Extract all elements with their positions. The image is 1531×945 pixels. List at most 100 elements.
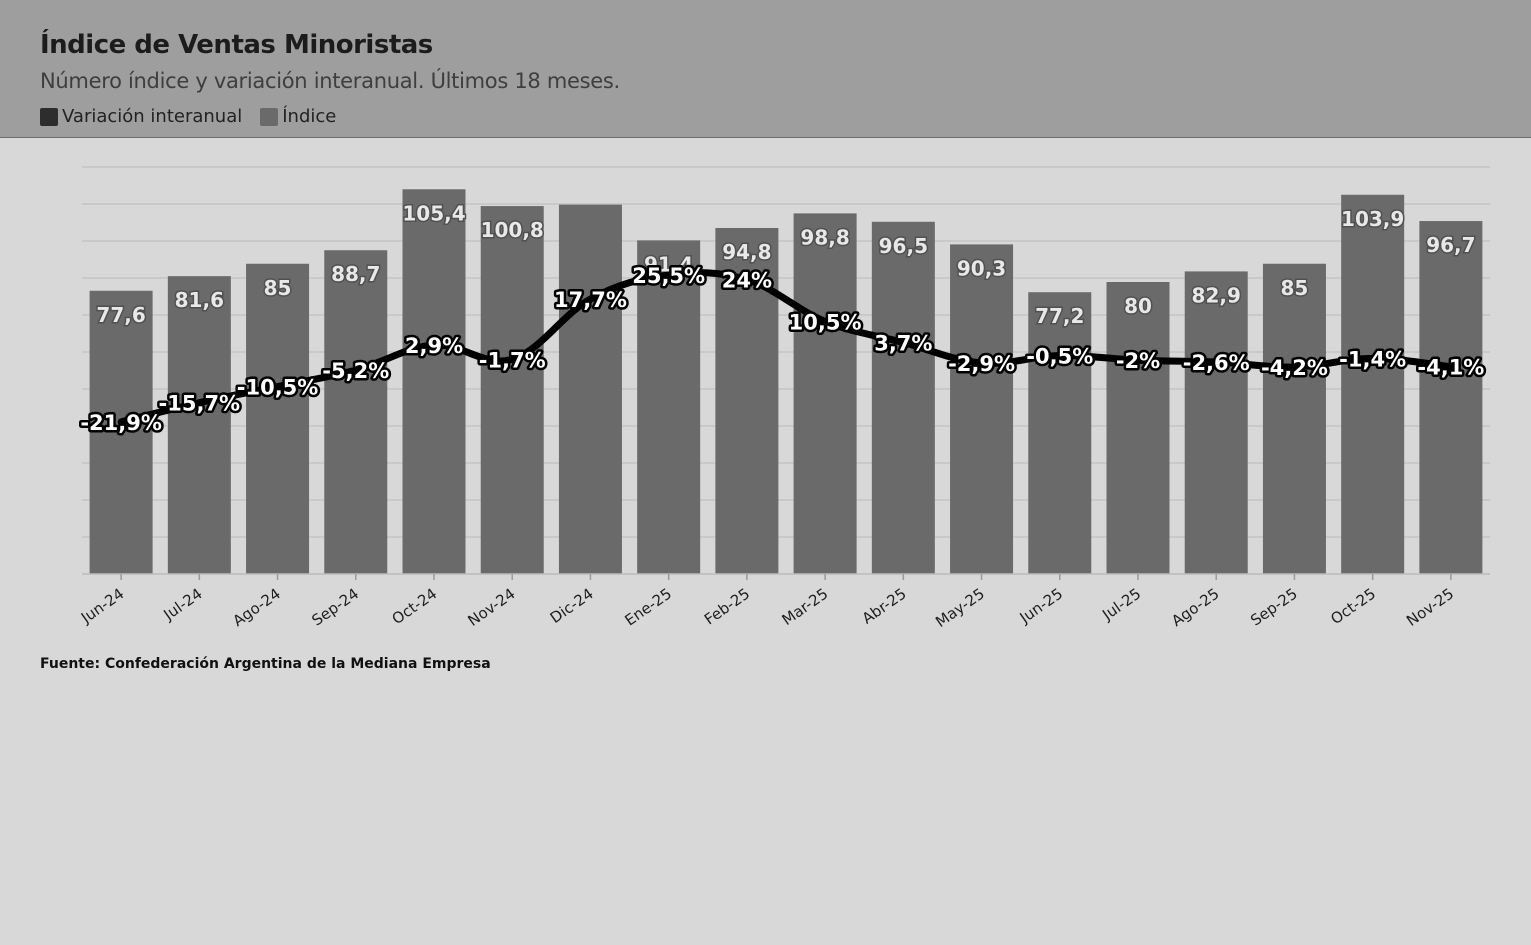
bar-jul-25[interactable] (1106, 282, 1170, 574)
line-label-oct-25: -1,4% (1339, 347, 1406, 371)
bar-ene-25[interactable] (637, 240, 701, 574)
bar-label-ago-24: 85 (264, 276, 292, 300)
bar-label-jun-25: 77,2 (1035, 304, 1084, 328)
bar-label-mar-25: 98,8 (800, 225, 849, 249)
legend-swatch-variacion (40, 107, 58, 126)
line-point-dic-24[interactable] (588, 297, 593, 302)
bar-label-nov-25: 96,7 (1426, 233, 1475, 257)
x-tick-label-sep-24: Sep-24 (309, 585, 363, 630)
line-point-feb-25[interactable] (744, 277, 749, 282)
x-tick-label-jul-25: Jul-25 (1098, 585, 1144, 625)
bar-jun-24[interactable] (89, 290, 153, 574)
line-label-feb-25: 24% (722, 269, 772, 293)
bar-jun-25[interactable] (1028, 292, 1092, 574)
bar-ago-25[interactable] (1184, 271, 1248, 574)
bar-label-jul-25: 80 (1124, 294, 1152, 318)
bar-dic-24[interactable] (558, 204, 622, 574)
bar-ago-24[interactable] (246, 263, 310, 574)
line-label-jun-25: -0,5% (1026, 345, 1093, 369)
line-point-mar-25[interactable] (823, 319, 828, 324)
legend-swatch-indice (260, 107, 279, 126)
legend-label-variacion: Variación interanual (62, 106, 243, 127)
x-tick-label-feb-25: Feb-25 (701, 585, 753, 629)
x-tick-label-jun-25: Jun-25 (1016, 585, 1066, 628)
bar-nov-25[interactable] (1419, 221, 1483, 575)
combo-chart: 77,6 81,6 85 88,7 105,4 100,8 91,4 94,8 98,8 96,5… (77, 166, 1490, 631)
source-note: Fuente: Confederación Argentina de la Me… (40, 656, 491, 672)
bar-label-ago-25: 82,9 (1192, 283, 1241, 307)
line-point-ene-25[interactable] (666, 272, 671, 277)
line-point-jul-25[interactable] (1136, 358, 1140, 363)
bar-label-sep-24: 88,7 (331, 262, 380, 286)
line-series-variacion (117, 269, 1455, 426)
bar-oct-24[interactable] (402, 189, 466, 574)
line-label-oct-24: 2,9% (405, 334, 463, 358)
bar-oct-25[interactable] (1341, 194, 1405, 574)
chart-subtitle: Número índice y variación interanual. Úl… (40, 69, 620, 93)
line-label-sep-24: -5,2% (322, 359, 389, 383)
chart-title: Índice de Ventas Minoristas (40, 30, 433, 60)
line-label-nov-24: -1,7% (479, 348, 546, 372)
line-label-abr-25: 3,7% (874, 332, 932, 356)
legend: Variación interanual Índice (40, 106, 336, 127)
x-tick-label-oct-25: Oct-25 (1327, 585, 1379, 629)
bar-sep-24[interactable] (324, 250, 388, 574)
x-tick-label-sep-25: Sep-25 (1247, 585, 1301, 630)
line-point-nov-24[interactable] (510, 357, 515, 362)
bar-may-25[interactable] (950, 244, 1014, 574)
line-label-jul-25: -2% (1116, 349, 1160, 373)
x-tick-label-ago-25: Ago-25 (1168, 585, 1222, 631)
line-point-ago-24[interactable] (275, 384, 280, 389)
gridlines (82, 166, 1490, 575)
line-label-ago-25: -2,6% (1183, 351, 1250, 375)
bar-label-oct-25: 103,9 (1341, 207, 1404, 231)
bar-label-feb-25: 94,8 (722, 240, 771, 264)
line-label-nov-25: -4,1% (1417, 356, 1484, 380)
bar-mar-25[interactable] (793, 213, 857, 574)
x-tick-label-jul-24: Jul-24 (160, 585, 206, 625)
x-tick-label-ago-24: Ago-24 (229, 585, 283, 631)
line-label-jul-24: -15,7% (159, 392, 241, 416)
line-label-sep-25: -4,2% (1261, 356, 1328, 380)
bar-nov-24[interactable] (480, 206, 544, 574)
line-point-ago-25[interactable] (1214, 360, 1219, 365)
line-point-abr-25[interactable] (901, 340, 906, 345)
x-tick-label-jun-24: Jun-24 (77, 585, 127, 628)
line-label-ago-24: -10,5% (237, 376, 319, 400)
bar-label-sep-25: 85 (1281, 276, 1309, 300)
bar-label-ene-25: 91,4 (644, 252, 693, 276)
line-point-oct-24[interactable] (432, 343, 436, 348)
x-tick-label-nov-24: Nov-24 (464, 585, 518, 630)
bar-abr-25[interactable] (871, 221, 935, 574)
bar-label-oct-24: 105,4 (402, 201, 465, 225)
line-label-dic-24: 17,7% (554, 288, 627, 312)
bar-jul-24[interactable] (167, 276, 231, 574)
line-point-oct-25[interactable] (1370, 356, 1375, 361)
line-data-labels: -21,9%-15,7%-10,5%-5,2% 2,9% -1,7% 17,7%25,… (78, 261, 1487, 437)
line-point-nov-25[interactable] (1448, 364, 1453, 369)
line-label-ene-25: 25,5% (632, 264, 705, 288)
bar-sep-25[interactable] (1262, 263, 1326, 574)
x-tick-label-nov-25: Nov-25 (1403, 585, 1457, 630)
line-point-sep-25[interactable] (1292, 365, 1297, 370)
line-point-jul-24[interactable] (197, 400, 202, 405)
x-tick-label-ene-25: Ene-25 (621, 585, 675, 630)
bar-label-jun-24: 77,6 (96, 303, 145, 327)
x-tick-label-mar-25: Mar-25 (779, 585, 832, 629)
chart-header: Índice de Ventas Minoristas Número índic… (0, 0, 1531, 138)
line-point-jun-25[interactable] (1057, 353, 1062, 358)
bar-series-indice (89, 189, 1483, 575)
line-point-jun-24[interactable] (119, 419, 124, 424)
legend-item-variacion[interactable]: Variación interanual (40, 106, 242, 127)
line-label-may-25: -2,9% (948, 352, 1015, 376)
line-point-may-25[interactable] (979, 360, 984, 365)
bar-label-abr-25: 96,5 (879, 234, 928, 258)
legend-item-indice[interactable]: Índice (260, 106, 336, 127)
line-label-jun-24: -21,9% (80, 411, 162, 435)
legend-label-indice: Índice (282, 106, 337, 127)
bar-label-jul-24: 81,6 (175, 288, 224, 312)
line-point-sep-24[interactable] (353, 368, 358, 373)
x-tick-label-oct-24: Oct-24 (389, 585, 441, 629)
line-variacion-interanual[interactable] (117, 269, 1455, 426)
bar-label-nov-24: 100,8 (481, 218, 544, 242)
